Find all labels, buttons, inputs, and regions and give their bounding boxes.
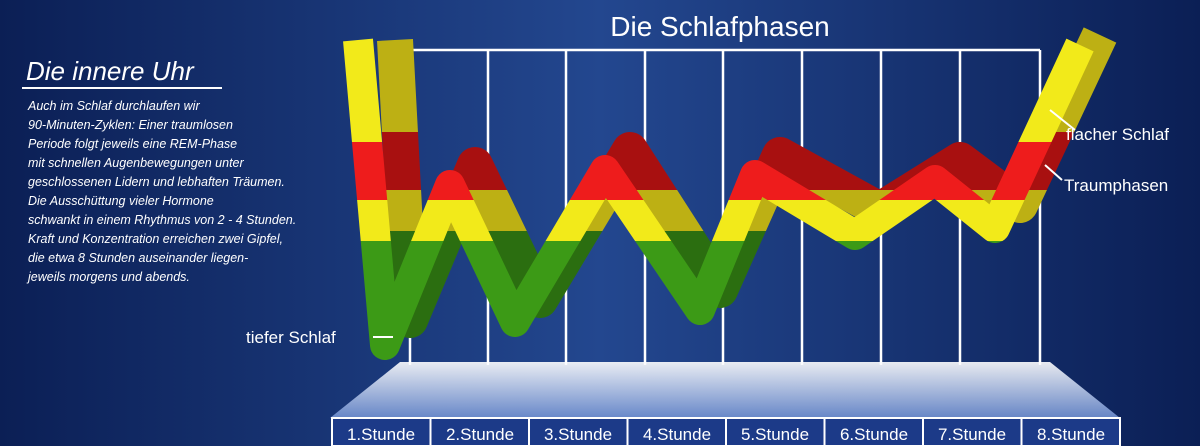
paragraph: Auch im Schlaf durchlaufen wir 90-Minute… — [26, 99, 296, 284]
text-line: die etwa 8 Stunden auseinander liegen- — [28, 251, 248, 265]
text-line: Kraft und Konzentration erreichen zwei G… — [28, 232, 283, 246]
text-line: schwankt in einem Rhythmus von 2 - 4 Stu… — [28, 213, 296, 227]
hour-label: 3.Stunde — [544, 425, 612, 444]
pointers — [373, 109, 1076, 338]
text-line: Die Ausschüttung vieler Hormone — [28, 194, 214, 208]
hour-label: 8.Stunde — [1037, 425, 1105, 444]
text-line: mit schnellen Augenbewegungen unter — [28, 156, 244, 170]
text-line: geschlossenen Lidern und lebhaften Träum… — [28, 175, 285, 189]
heading: Die innere Uhr — [26, 56, 195, 86]
hour-label: 7.Stunde — [938, 425, 1006, 444]
hour-label: 5.Stunde — [741, 425, 809, 444]
hour-boxes — [331, 417, 1121, 446]
hour-label: 2.Stunde — [446, 425, 514, 444]
hour-label: 1.Stunde — [347, 425, 415, 444]
hour-label: 6.Stunde — [840, 425, 908, 444]
title: Die Schlafphasen — [610, 11, 829, 42]
light-sleep-label: flacher Schlaf — [1066, 125, 1169, 144]
text-line: jeweils morgens und abends. — [26, 270, 190, 284]
dream-label: Traumphasen — [1064, 176, 1168, 195]
hour-label: 4.Stunde — [643, 425, 711, 444]
text-line: Periode folgt jeweils eine REM-Phase — [28, 137, 237, 151]
text-line: 90-Minuten-Zyklen: Einer traumlosen — [28, 118, 233, 132]
text-line: Auch im Schlaf durchlaufen wir — [27, 99, 200, 113]
floor — [330, 362, 1120, 418]
hour-labels: 1.Stunde 2.Stunde 3.Stunde 4.Stunde 5.St… — [347, 425, 1105, 444]
sleep-ribbon — [343, 27, 1117, 360]
deep-sleep-label: tiefer Schlaf — [246, 328, 336, 347]
